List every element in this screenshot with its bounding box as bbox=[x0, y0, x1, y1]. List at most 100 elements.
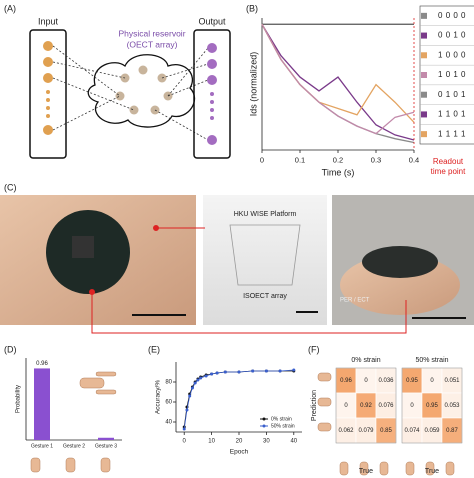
binary-row: 1 1 0 1 bbox=[438, 110, 466, 119]
y-tick-label: 40 bbox=[165, 420, 172, 426]
row-swatch bbox=[421, 12, 427, 19]
cell-value: 0.062 bbox=[338, 428, 354, 434]
photo-array bbox=[203, 195, 327, 325]
series-marker bbox=[188, 394, 192, 398]
series-marker bbox=[182, 427, 186, 431]
x-tick-label: 30 bbox=[263, 439, 270, 445]
panel-label: (F) bbox=[308, 344, 320, 354]
cell-value: 0 bbox=[364, 378, 368, 384]
binary-row: 1 1 1 1 bbox=[438, 129, 466, 138]
series-line bbox=[183, 369, 294, 430]
cell-value: 0.074 bbox=[404, 428, 420, 434]
readout-label: Readout bbox=[433, 157, 464, 166]
bar bbox=[98, 437, 114, 440]
input-label: Input bbox=[38, 16, 59, 26]
heatmap-frame bbox=[401, 367, 463, 444]
output-label: Output bbox=[198, 16, 226, 26]
x-tick-label: 0.4 bbox=[409, 155, 419, 164]
x-tick-label: Gesture 2 bbox=[63, 443, 85, 449]
x-axis-label: True bbox=[425, 468, 439, 475]
series-marker bbox=[251, 369, 255, 373]
heatmap-frame bbox=[335, 367, 397, 444]
x-tick-label: Gesture 1 bbox=[31, 443, 53, 449]
photos: HKU WISE Platform ISOECT array PER / ECT bbox=[0, 195, 474, 334]
y-axis-label: Prediction bbox=[311, 390, 318, 421]
chip bbox=[72, 236, 94, 258]
x-tick-label: 0 bbox=[183, 439, 187, 445]
cell-value: 0.051 bbox=[444, 378, 460, 384]
panel-label: (C) bbox=[4, 182, 17, 192]
panel-label: (E) bbox=[148, 344, 160, 354]
panel-label: (B) bbox=[246, 3, 258, 13]
cell-value: 0.95 bbox=[426, 403, 438, 409]
panel-label: (A) bbox=[4, 3, 16, 13]
series-marker bbox=[196, 378, 200, 382]
binary-row: 0 1 0 1 bbox=[438, 90, 466, 99]
binary-row: 0 0 1 0 bbox=[438, 31, 466, 40]
hand-icons bbox=[30, 371, 455, 476]
reservoir-nodes bbox=[115, 65, 173, 115]
cell-value: 0.92 bbox=[360, 403, 372, 409]
cell-value: 0.85 bbox=[380, 428, 392, 434]
y-axis-label: Accuracy/% bbox=[155, 380, 162, 415]
x-axis-label: True bbox=[359, 468, 373, 475]
binary-row: 1 0 1 0 bbox=[438, 70, 466, 79]
bar bbox=[34, 368, 50, 440]
cell-value: 0.87 bbox=[446, 428, 458, 434]
x-tick-label: Gesture 3 bbox=[95, 443, 117, 449]
series-line bbox=[261, 23, 415, 141]
connectors bbox=[89, 225, 407, 334]
series-marker bbox=[237, 370, 241, 374]
x-tick-label: 0 bbox=[260, 155, 264, 164]
output-box bbox=[193, 29, 231, 159]
legend-label: 50% strain bbox=[271, 423, 295, 429]
readout-label: time point bbox=[431, 167, 466, 176]
legend-marker bbox=[262, 424, 266, 428]
series-line bbox=[261, 23, 415, 123]
cell-value: 0.95 bbox=[406, 378, 418, 384]
series-marker bbox=[204, 374, 208, 378]
legend-marker bbox=[262, 417, 266, 421]
value-label: 0.96 bbox=[36, 361, 48, 367]
series-line bbox=[261, 23, 415, 135]
input-nodes bbox=[43, 41, 53, 135]
series-line bbox=[261, 23, 415, 144]
x-tick-label: 10 bbox=[208, 439, 215, 445]
reservoir-title: Physical reservoir bbox=[118, 28, 185, 38]
x-axis-label: Time (s) bbox=[322, 167, 355, 177]
row-swatch bbox=[421, 111, 427, 118]
binary-row: 1 0 0 0 bbox=[438, 50, 466, 59]
series-marker bbox=[199, 376, 203, 380]
cell-value: 0 bbox=[430, 378, 434, 384]
reservoir-diagram: Input Physical reservoir (OECT array) Ou… bbox=[29, 16, 231, 159]
legend-label: 0% strain bbox=[271, 416, 292, 422]
series-marker bbox=[190, 386, 194, 390]
cell-value: 0.053 bbox=[444, 403, 460, 409]
cell-value: 0.036 bbox=[378, 378, 394, 384]
cell-value: 0.059 bbox=[424, 428, 440, 434]
series-marker bbox=[292, 368, 296, 372]
cell-value: 0.96 bbox=[340, 378, 352, 384]
platform-label: HKU WISE Platform bbox=[234, 211, 297, 218]
row-swatch bbox=[421, 131, 427, 138]
series-marker bbox=[278, 369, 282, 373]
readout-table bbox=[419, 5, 474, 145]
binary-row: 0 0 0 0 bbox=[438, 11, 466, 20]
cell-value: 0 bbox=[344, 403, 348, 409]
x-tick-label: 0.2 bbox=[333, 155, 343, 164]
series-marker bbox=[264, 369, 268, 373]
row-swatch bbox=[421, 91, 427, 98]
series-marker bbox=[215, 371, 219, 375]
cell-value: 0.076 bbox=[378, 403, 394, 409]
y-tick-label: 80 bbox=[165, 380, 172, 386]
heatmap-title: 0% strain bbox=[351, 357, 380, 364]
x-tick-label: 20 bbox=[236, 439, 243, 445]
y-tick-label: 60 bbox=[165, 400, 172, 406]
x-tick-label: 40 bbox=[290, 439, 297, 445]
device-label: PER / ECT bbox=[340, 298, 370, 304]
output-nodes bbox=[207, 43, 217, 145]
heatmap-title: 50% strain bbox=[415, 357, 448, 364]
series-marker bbox=[185, 408, 189, 412]
device bbox=[362, 246, 438, 278]
input-box bbox=[29, 29, 67, 159]
